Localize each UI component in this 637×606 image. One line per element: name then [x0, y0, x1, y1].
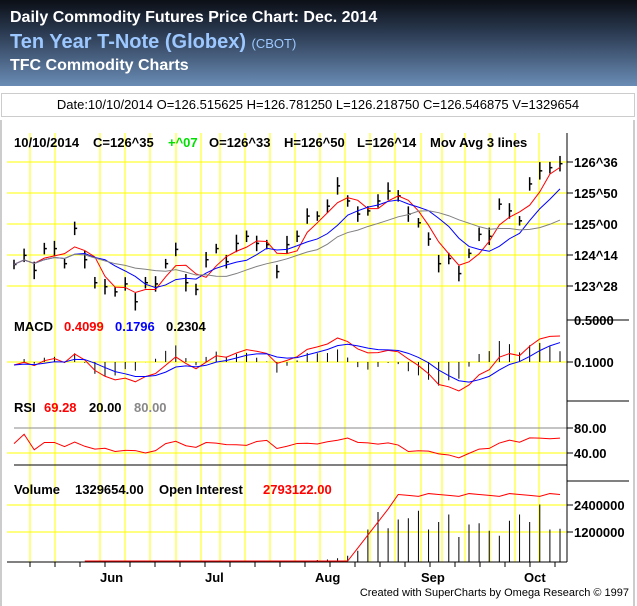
macd-label: MACD — [14, 319, 53, 334]
oi-label: Open Interest — [159, 482, 243, 497]
price-close: C=126^35 — [93, 135, 154, 150]
macd-line — [13, 335, 561, 392]
rsi-label: RSI — [14, 400, 36, 415]
price-axis-label: 126^36 — [574, 155, 618, 170]
price-change: +^07 — [168, 135, 198, 150]
price-axis-label: 125^50 — [574, 186, 618, 201]
macd-axis-label: 0.5000 — [574, 313, 614, 328]
price-axis-label: 123^28 — [574, 279, 618, 294]
macd-axis-label: 0.1000 — [574, 355, 614, 370]
volume-label: Volume — [14, 482, 60, 497]
month-label: Aug — [315, 570, 340, 585]
month-label: Oct — [524, 570, 546, 585]
chart-area: 10/10/2014 C=126^35 +^07 O=126^33 H=126^… — [0, 120, 635, 606]
month-label: Jun — [100, 570, 123, 585]
ohlc-info-bar: Date:10/10/2014 O=126.515625 H=126.78125… — [1, 93, 635, 117]
volume-value: 1329654.00 — [75, 482, 144, 497]
macd-value-2: 0.1796 — [115, 319, 155, 334]
rsi-low: 20.00 — [89, 400, 122, 415]
month-label: Jul — [205, 570, 224, 585]
site-name: TFC Commodity Charts — [10, 57, 189, 74]
macd-value-3: 0.2304 — [166, 319, 207, 334]
rsi-value: 69.28 — [44, 400, 77, 415]
month-label: Sep — [421, 570, 445, 585]
rsi-axis-label: 80.00 — [574, 421, 607, 436]
study-label: Mov Avg 3 lines — [430, 135, 527, 150]
credit-text: Created with SuperCharts by Omega Resear… — [360, 587, 629, 599]
volume-axis-label: 1200000 — [574, 525, 625, 540]
macd-value-1: 0.4099 — [64, 319, 104, 334]
rsi-axis-label: 40.00 — [574, 446, 607, 461]
volume-axis-label: 2400000 — [574, 498, 625, 513]
price-chart: 10/10/2014 C=126^35 +^07 O=126^33 H=126^… — [7, 133, 629, 599]
price-low: L=126^14 — [357, 135, 417, 150]
price-axis-label: 125^00 — [574, 217, 618, 232]
header-banner: Daily Commodity Futures Price Chart: Dec… — [0, 0, 637, 86]
page-title: Daily Commodity Futures Price Chart: Dec… — [10, 9, 378, 26]
rsi-line — [13, 433, 561, 459]
exchange-label: (CBOT) — [251, 36, 297, 51]
ma-fast-line — [13, 166, 561, 294]
ma-slow-line — [13, 210, 561, 277]
rsi-high: 80.00 — [134, 400, 167, 415]
instrument-title: Ten Year T-Note (Globex) (CBOT) — [10, 31, 296, 54]
open-interest-line — [84, 493, 561, 562]
price-axis-label: 124^14 — [574, 248, 619, 263]
ma-mid-line — [13, 188, 561, 289]
instrument-name: Ten Year T-Note (Globex) — [10, 31, 246, 53]
price-open: O=126^33 — [209, 135, 270, 150]
macd-signal-line — [13, 342, 561, 383]
oi-value: 2793122.00 — [263, 482, 332, 497]
price-high: H=126^50 — [284, 135, 345, 150]
price-date: 10/10/2014 — [14, 135, 80, 150]
